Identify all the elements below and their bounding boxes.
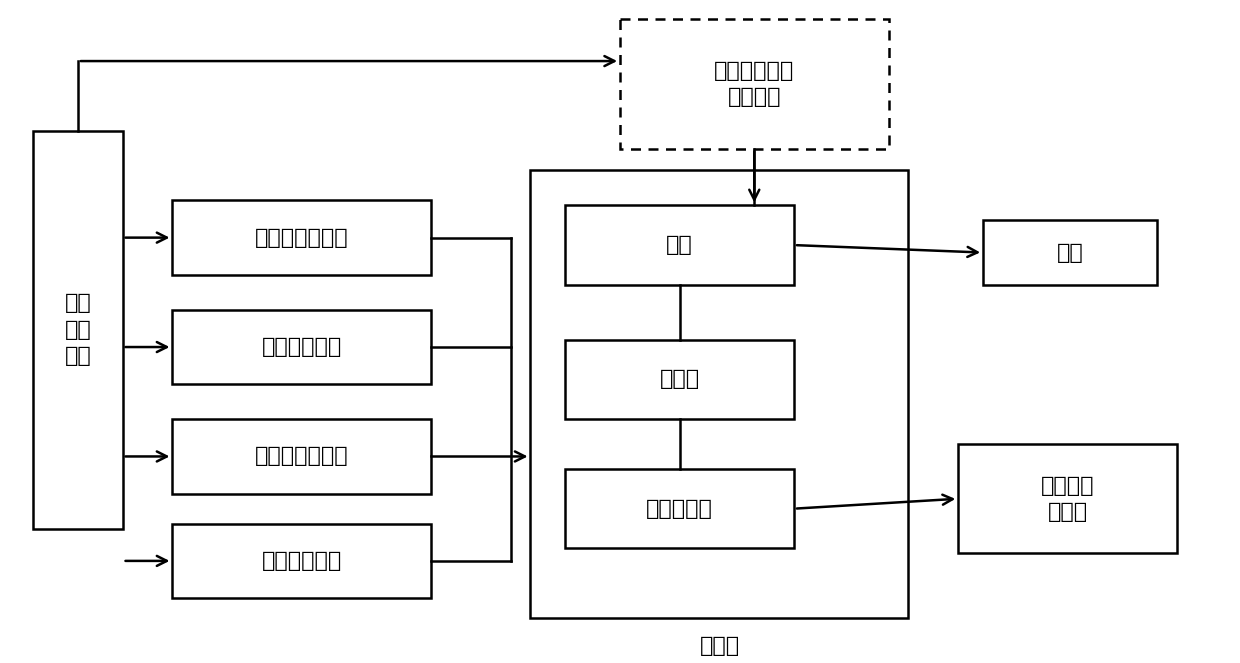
Text: 执行控制器: 执行控制器 — [646, 499, 713, 518]
Bar — [172, 310, 432, 385]
Text: 风系统控制单元: 风系统控制单元 — [255, 446, 348, 467]
Bar — [565, 206, 794, 285]
Text: 环境箱: 环境箱 — [699, 636, 739, 656]
Text: 光纤: 光纤 — [1056, 243, 1084, 263]
Text: 中央
控制
单元: 中央 控制 单元 — [64, 293, 92, 366]
Bar — [565, 339, 794, 419]
Bar — [983, 220, 1157, 285]
Bar — [172, 419, 432, 494]
Text: 温度场控制单元: 温度场控制单元 — [255, 227, 348, 247]
Text: 降雨控制单元: 降雨控制单元 — [262, 337, 342, 357]
Bar — [172, 200, 432, 275]
Bar — [172, 524, 432, 598]
Text: 激光位移
传感器: 激光位移 传感器 — [1040, 475, 1095, 522]
Text: 辐照控制单元: 辐照控制单元 — [262, 551, 342, 571]
Bar — [959, 444, 1177, 554]
Text: 工程地质形态
模拟单元: 工程地质形态 模拟单元 — [714, 61, 795, 107]
Bar — [33, 131, 123, 528]
Bar — [565, 469, 794, 548]
Bar — [620, 19, 889, 149]
Text: 库板: 库板 — [666, 235, 693, 255]
Text: 液压杆: 液压杆 — [660, 369, 699, 389]
Bar — [531, 170, 909, 618]
